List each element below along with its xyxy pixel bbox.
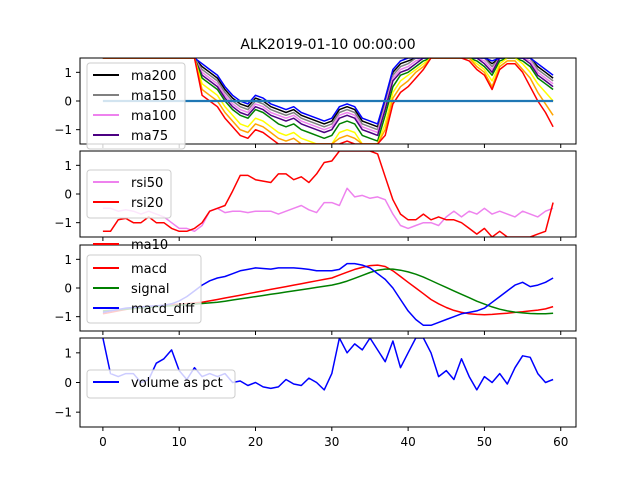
x-tick-label: 40	[400, 435, 415, 449]
series-line-unnamed-5	[102, 58, 554, 142]
y-tick-label: 1	[64, 159, 72, 173]
legend-label: macd	[131, 262, 167, 277]
legend-label: ma10	[131, 238, 168, 253]
legend-label: ma200	[131, 69, 176, 84]
series-line-unnamed-7	[102, 58, 554, 144]
series-line-rsi20	[102, 151, 554, 237]
y-tick-label: 0	[64, 376, 72, 390]
panel-series	[102, 151, 554, 237]
series-line-ma75	[102, 58, 554, 137]
legend-label: rsi20	[131, 196, 163, 211]
y-tick-label: 1	[64, 346, 72, 360]
y-tick-label: 0	[64, 188, 72, 202]
legend-label: ma100	[131, 109, 176, 124]
y-tick-label: 0	[64, 282, 72, 296]
legend-box	[86, 62, 186, 150]
legend-box	[86, 369, 236, 399]
panel-2: −1 0 1 rsi50 rsi20	[54, 150, 577, 241]
legend: rsi50 rsi20	[86, 169, 172, 219]
y-tick-label: 1	[64, 253, 72, 267]
legend-label: signal	[131, 282, 169, 297]
panel-1: −1 0 1 ma200 ma150 ma100 ma75	[54, 57, 577, 150]
x-tick-label: 50	[477, 435, 492, 449]
x-tick-label: 30	[324, 435, 339, 449]
x-tick-label: 10	[172, 435, 187, 449]
y-tick-label: −1	[54, 123, 72, 137]
series-line-unnamed-4	[102, 58, 554, 125]
panel-series	[102, 338, 554, 391]
series-line-unnamed-8	[102, 58, 554, 144]
legend-label: ma150	[131, 89, 176, 104]
legend-label: macd_diff	[131, 302, 195, 317]
y-tick-label: 1	[64, 66, 72, 80]
y-tick-label: −1	[54, 310, 72, 324]
legend: ma200 ma150 ma100 ma75	[86, 62, 186, 150]
x-tick-label: 0	[99, 435, 107, 449]
series-line-ma200	[102, 58, 554, 128]
series-line-ma150	[102, 58, 554, 131]
legend-label: volume as pct	[131, 376, 223, 391]
legend: volume as pct	[86, 369, 236, 399]
legend-label: ma75	[131, 129, 168, 144]
legend: ma10 macd signal macd_diff	[86, 238, 202, 324]
series-line-rsi50	[102, 187, 554, 233]
y-tick-label: −1	[54, 406, 72, 420]
series-line-unnamed-6	[102, 58, 554, 144]
x-tick-label: 20	[248, 435, 263, 449]
x-tick-label: 60	[553, 435, 568, 449]
panel-3: −1 0 1 ma10 macd signal macd_diff	[54, 238, 577, 335]
legend-box	[86, 254, 202, 324]
legend-label: rsi50	[131, 176, 163, 191]
y-tick-label: 0	[64, 95, 72, 109]
chart-title: ALK2019-01-10 00:00:00	[240, 37, 415, 53]
y-tick-label: −1	[54, 216, 72, 230]
panels: −101 ma200ma150ma100ma75−101rsi50rsi20−10…	[54, 57, 577, 449]
series-line-volume-as-pct	[102, 338, 554, 391]
